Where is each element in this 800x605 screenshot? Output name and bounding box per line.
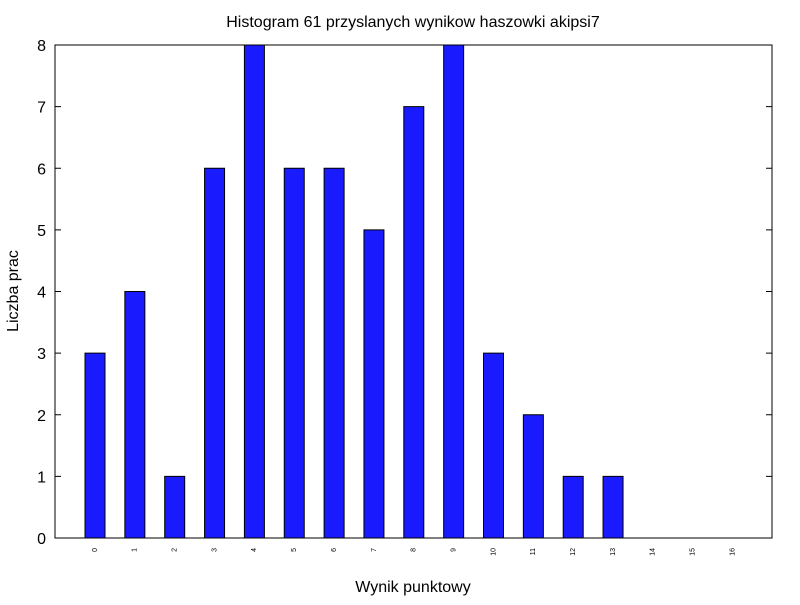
x-tick-label-16: 16 [729,548,736,556]
x-tick-label-5: 5 [291,548,298,552]
bar-12 [562,475,584,539]
y-tick-label-3: 3 [37,346,46,363]
bar-8 [403,106,425,539]
y-tick-label-0: 0 [37,531,46,548]
x-tick-label-13: 13 [610,548,617,556]
x-tick-label-0: 0 [92,548,99,552]
bar-11 [522,414,544,539]
x-tick-label-7: 7 [371,548,378,552]
bar-5 [283,167,305,539]
bar-6 [323,167,345,539]
x-tick-label-3: 3 [211,548,218,552]
plot-area-frame [54,44,773,539]
bar-7 [363,229,385,539]
x-tick-label-6: 6 [331,548,338,552]
x-tick-label-14: 14 [650,548,657,556]
chart-title: Histogram 61 przyslanych wynikow haszowk… [226,14,600,31]
y-tick-label-4: 4 [37,285,46,302]
x-tick-label-1: 1 [132,548,139,552]
bar-2 [164,475,186,539]
x-tick-label-4: 4 [251,548,258,552]
bar-10 [483,352,504,539]
y-tick-label-8: 8 [37,38,46,55]
y-tick-label-7: 7 [37,100,46,117]
bar-1 [124,291,146,539]
bar-9 [443,44,465,539]
x-tick-label-10: 10 [490,548,497,556]
x-tick-label-2: 2 [172,548,179,552]
y-tick-label-6: 6 [37,161,46,178]
x-tick-label-12: 12 [570,548,577,556]
bar-13 [602,475,624,539]
y-axis-label: Liczba prac [5,250,22,332]
x-tick-label-8: 8 [411,548,418,552]
y-tick-label-5: 5 [37,223,46,240]
bar-3 [204,167,226,539]
bars-layer [84,44,624,539]
x-tick-label-15: 15 [690,548,697,556]
y-tick-label-2: 2 [37,408,46,425]
x-axis-label: Wynik punktowy [355,579,470,596]
y-tick-label-1: 1 [37,469,46,486]
bar-4 [243,44,265,539]
x-tick-label-9: 9 [450,548,457,552]
bar-0 [84,352,106,539]
x-tick-label-11: 11 [530,548,537,555]
